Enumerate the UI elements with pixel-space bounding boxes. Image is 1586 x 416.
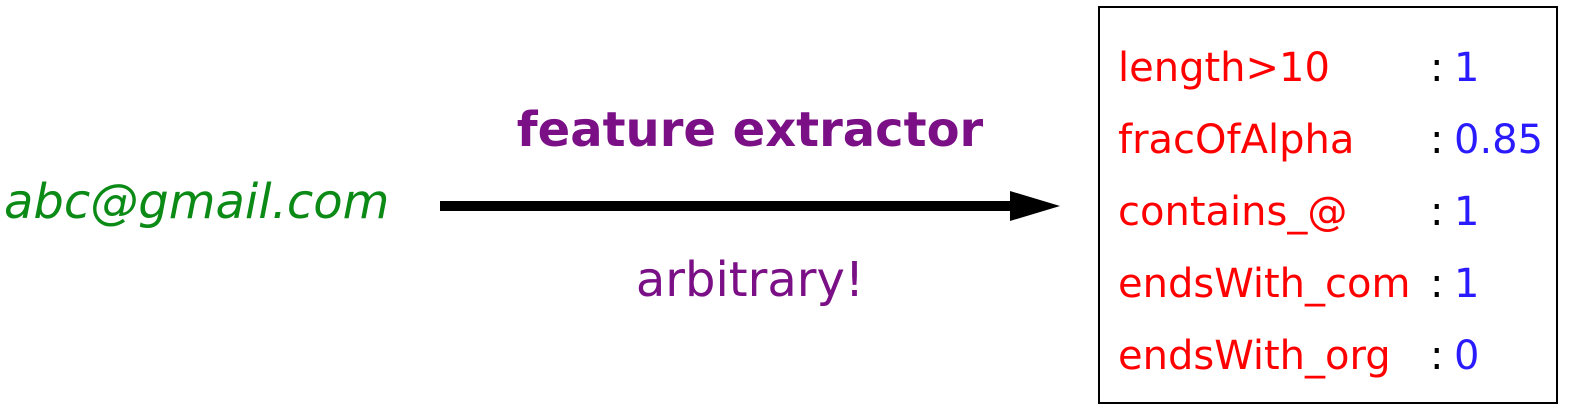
feature-name: endsWith_org xyxy=(1118,333,1391,379)
feature-name: contains_@ xyxy=(1118,189,1348,235)
feature-separator: : xyxy=(1430,333,1444,379)
feature-name: length>10 xyxy=(1118,45,1330,91)
feature-row: length>10 : 1 xyxy=(1118,48,1479,108)
feature-row: endsWith_org : 0 xyxy=(1118,336,1479,396)
feature-name: endsWith_com xyxy=(1118,261,1411,307)
feature-value: 1 xyxy=(1454,45,1480,91)
feature-extractor-label: feature extractor xyxy=(516,102,984,158)
feature-value: 1 xyxy=(1454,189,1480,235)
arbitrary-label: arbitrary! xyxy=(635,252,865,308)
arrow-right-icon xyxy=(440,191,1060,221)
feature-row: contains_@ : 1 xyxy=(1118,192,1479,252)
feature-value: 0.85 xyxy=(1454,117,1544,163)
feature-row: fracOfAlpha : 0.85 xyxy=(1118,120,1543,180)
feature-vector-box: length>10 : 1 fracOfAlpha : 0.85 contain… xyxy=(1098,6,1558,404)
feature-row: endsWith_com : 1 xyxy=(1118,264,1479,324)
arrow-head xyxy=(1010,191,1060,221)
feature-separator: : xyxy=(1430,189,1444,235)
arrow-shaft xyxy=(440,201,1020,211)
feature-name: fracOfAlpha xyxy=(1118,117,1355,163)
feature-value: 1 xyxy=(1454,261,1480,307)
input-string: abc@gmail.com xyxy=(4,174,390,230)
feature-separator: : xyxy=(1430,261,1444,307)
feature-separator: : xyxy=(1430,45,1444,91)
feature-separator: : xyxy=(1430,117,1444,163)
feature-value: 0 xyxy=(1454,333,1480,379)
